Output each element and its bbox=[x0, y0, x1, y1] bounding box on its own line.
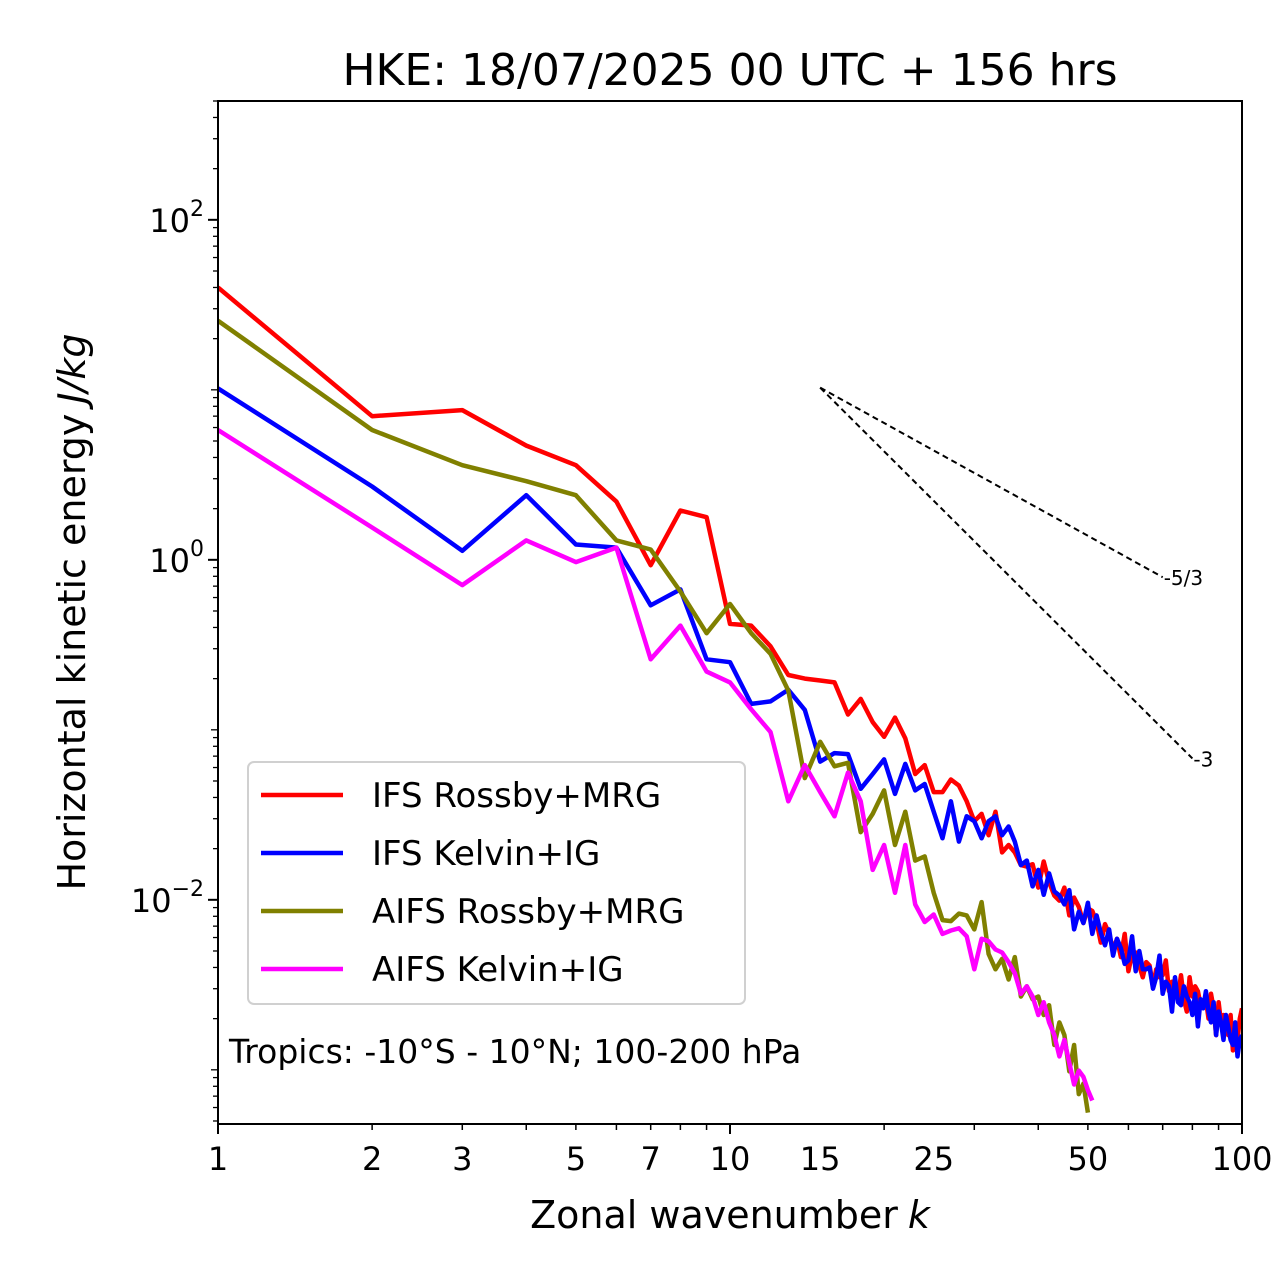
x-axis-label-text: Zonal wavenumber bbox=[530, 1193, 898, 1237]
legend: IFS Rossby+MRG IFS Kelvin+IG AIFS Rossby+M… bbox=[247, 761, 746, 1005]
slope-line-1 bbox=[819, 386, 1164, 579]
x-axis-label: Zonal wavenumber k bbox=[530, 1193, 932, 1237]
chart-title: HKE: 18/07/2025 00 UTC + 156 hrs bbox=[342, 45, 1117, 96]
x-axis-label-var: k bbox=[908, 1193, 932, 1237]
series-layer bbox=[218, 285, 1242, 1113]
legend-label-3: AIFS Rossby+MRG bbox=[372, 892, 684, 932]
x-tick-label: 100 bbox=[1211, 1140, 1272, 1178]
x-tick-label: 50 bbox=[1068, 1140, 1109, 1178]
y-axis-label: Horizontal kinetic energyJ/kg bbox=[50, 333, 94, 890]
reference-slopes: -5/3 -3 bbox=[819, 386, 1213, 771]
legend-entries: IFS Rossby+MRG IFS Kelvin+IG AIFS Rossby+M… bbox=[261, 776, 684, 990]
series-line-3 bbox=[218, 318, 1091, 1113]
legend-label-2: IFS Kelvin+IG bbox=[372, 834, 600, 874]
y-axis-label-text: Horizontal kinetic energy bbox=[50, 414, 94, 891]
x-tick-label: 1 bbox=[208, 1140, 228, 1178]
x-tick-label: 2 bbox=[362, 1140, 382, 1178]
region-annotation: Tropics: -10°S - 10°N; 100-200 hPa bbox=[228, 1032, 801, 1071]
plot-frame bbox=[217, 100, 1243, 1125]
x-tick-label: 5 bbox=[566, 1140, 586, 1178]
x-tick-label: 25 bbox=[913, 1140, 954, 1178]
x-tick-label: 10 bbox=[710, 1140, 751, 1178]
y-axis-label-units: J/kg bbox=[50, 333, 94, 410]
series-line-4 bbox=[218, 428, 1095, 1102]
y-tick-label: 100 bbox=[149, 537, 204, 580]
legend-label-1: IFS Rossby+MRG bbox=[372, 776, 661, 816]
y-tick-label: 102 bbox=[149, 197, 204, 240]
slope-line-2 bbox=[819, 386, 1194, 760]
axis-ticks: 1 2 3 5 7 10 15 25 50 100 102 100 10−2 bbox=[131, 100, 1273, 1178]
slope-label-2: -3 bbox=[1193, 747, 1213, 771]
x-tick-label: 3 bbox=[452, 1140, 472, 1178]
legend-box bbox=[247, 761, 746, 1005]
x-tick-label: 7 bbox=[641, 1140, 661, 1178]
x-tick-label: 15 bbox=[800, 1140, 841, 1178]
slope-label-1: -5/3 bbox=[1164, 566, 1203, 590]
y-tick-label: 10−2 bbox=[131, 877, 204, 920]
series-line-2 bbox=[218, 386, 1242, 1059]
legend-label-4: AIFS Kelvin+IG bbox=[372, 950, 624, 990]
